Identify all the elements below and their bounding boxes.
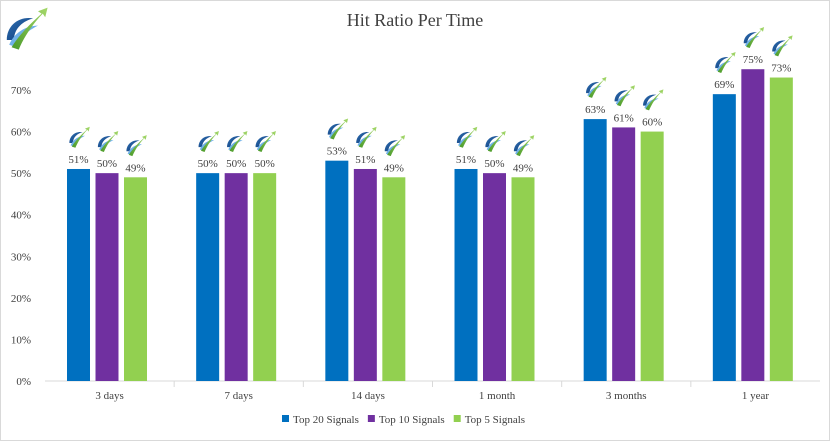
bar xyxy=(325,160,349,381)
bar xyxy=(253,173,277,381)
logo-swoosh-arrow-icon xyxy=(327,118,349,140)
bar xyxy=(353,168,377,381)
x-tick-label: 3 months xyxy=(606,390,647,402)
data-label: 49% xyxy=(513,162,533,174)
bar xyxy=(382,177,406,381)
bar xyxy=(511,177,535,381)
y-tick-label: 0% xyxy=(16,376,31,388)
data-label: 51% xyxy=(355,154,375,166)
bar xyxy=(67,168,90,381)
logo-swoosh-arrow-icon xyxy=(384,135,406,157)
legend-swatch xyxy=(282,415,289,422)
logo-swoosh-arrow-icon xyxy=(126,135,147,157)
logo-swoosh-arrow-icon xyxy=(643,89,664,111)
data-label: 73% xyxy=(771,63,791,75)
data-label: 50% xyxy=(484,158,504,170)
data-label: 60% xyxy=(642,117,662,129)
logo-swoosh-arrow-icon xyxy=(6,7,48,50)
bar xyxy=(741,69,765,381)
data-label: 50% xyxy=(255,158,275,170)
data-label: 50% xyxy=(198,158,218,170)
logo-swoosh-arrow-icon xyxy=(69,126,90,148)
data-label: 53% xyxy=(327,146,347,158)
logo-swoosh-arrow-icon xyxy=(614,85,635,107)
data-label: 50% xyxy=(97,158,117,170)
logo-swoosh-arrow-icon xyxy=(513,135,535,157)
data-label: 75% xyxy=(743,54,763,66)
axis-layer: 0% 10% 20% 30% 40% 50% 60% 70% 3 days 7 days 14 da… xyxy=(11,85,820,402)
data-label: 49% xyxy=(125,162,145,174)
data-label: 49% xyxy=(384,162,404,174)
x-tick-label: 7 days xyxy=(225,390,253,402)
logo-swoosh-arrow-icon xyxy=(743,27,765,49)
y-tick-label: 40% xyxy=(11,210,31,222)
bars-layer xyxy=(67,69,793,382)
legend-label: Top 5 Signals xyxy=(465,414,525,426)
bar xyxy=(483,173,506,381)
y-tick-label: 10% xyxy=(11,334,31,346)
logo-swoosh-arrow-icon xyxy=(97,130,119,152)
data-label: 69% xyxy=(714,79,734,91)
y-tick-label: 60% xyxy=(11,127,31,139)
logo-swoosh-arrow-icon xyxy=(715,51,736,73)
bar xyxy=(769,77,793,382)
legend-swatch xyxy=(367,415,375,422)
bar xyxy=(612,127,636,382)
x-tick-label: 3 days xyxy=(95,390,123,402)
legend-label: Top 10 Signals xyxy=(379,414,445,426)
logo-swoosh-arrow-icon xyxy=(356,126,377,148)
logo-swoosh-arrow-icon xyxy=(227,130,248,152)
bar xyxy=(224,173,248,381)
x-tick-label: 14 days xyxy=(351,390,385,402)
y-tick-label: 20% xyxy=(11,293,31,305)
data-labels-layer: 51% 50% 53% 51% 63% 69% 50% 50% 51% 50% 61% 75% 49% 5… xyxy=(68,27,793,174)
logo-swoosh-arrow-icon xyxy=(485,130,506,152)
y-tick-label: 30% xyxy=(11,251,31,263)
data-label: 61% xyxy=(614,112,634,124)
bar xyxy=(712,94,736,382)
data-label: 63% xyxy=(585,104,605,116)
data-label: 50% xyxy=(226,158,246,170)
y-tick-label: 70% xyxy=(11,85,31,97)
data-label: 51% xyxy=(456,154,476,166)
chart-title: Hit Ratio Per Time xyxy=(347,10,484,30)
x-tick-label: 1 year xyxy=(742,390,770,402)
x-tick-label: 1 month xyxy=(479,390,516,402)
data-label: 51% xyxy=(68,154,88,166)
logo-swoosh-arrow-icon xyxy=(772,35,793,57)
bar xyxy=(95,173,119,381)
y-tick-label: 50% xyxy=(11,168,31,180)
logo-swoosh-arrow-icon xyxy=(255,130,276,152)
legend-swatch xyxy=(453,415,461,422)
legend: Top 20 Signals Top 10 Signals Top 5 Signal… xyxy=(282,414,525,426)
bar xyxy=(196,173,220,381)
bar xyxy=(583,119,607,381)
logo-swoosh-arrow-icon xyxy=(198,130,219,152)
bar xyxy=(640,131,664,381)
bar xyxy=(124,177,147,381)
logo-swoosh-arrow-icon xyxy=(586,76,607,98)
legend-label: Top 20 Signals xyxy=(293,414,359,426)
logo-swoosh-arrow-icon xyxy=(456,126,478,148)
bar xyxy=(454,168,478,381)
